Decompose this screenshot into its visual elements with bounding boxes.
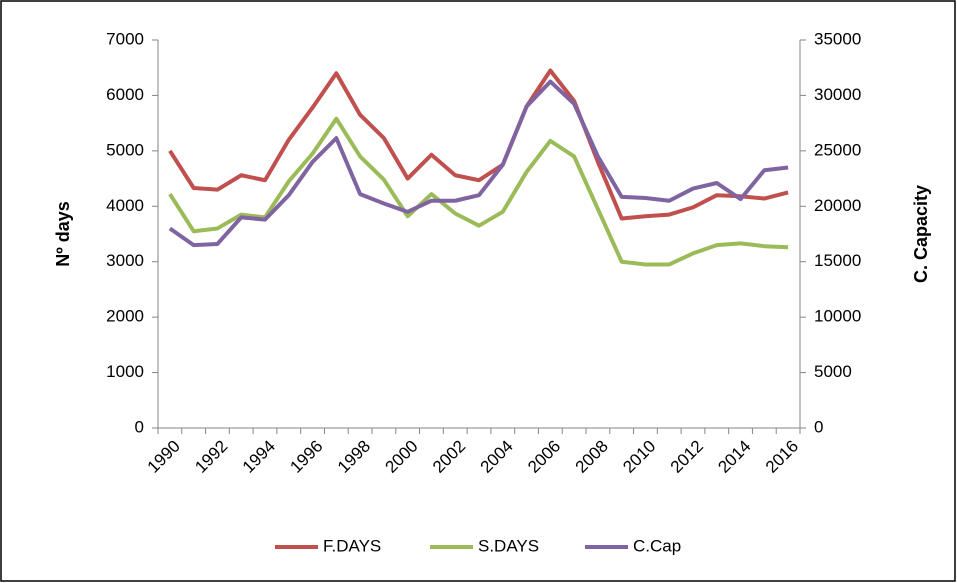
y2-tick-label: 20000 bbox=[814, 196, 861, 215]
y-tick-label: 1000 bbox=[106, 362, 144, 381]
y-tick-label: 2000 bbox=[106, 307, 144, 326]
y2-tick-label: 30000 bbox=[814, 85, 861, 104]
series-line bbox=[168, 68, 789, 221]
y-tick-label: 5000 bbox=[106, 140, 144, 159]
legend-label: S.DAYS bbox=[478, 536, 539, 555]
y-axis-title: Nº days bbox=[53, 201, 73, 267]
y-tick-label: 7000 bbox=[106, 29, 144, 48]
y2-tick-label: 15000 bbox=[814, 251, 861, 270]
y2-tick-label: 10000 bbox=[814, 307, 861, 326]
series-line bbox=[168, 79, 789, 248]
legend-label: F.DAYS bbox=[323, 536, 381, 555]
y-tick-label: 3000 bbox=[106, 251, 144, 270]
y2-tick-label: 0 bbox=[814, 417, 823, 436]
y-tick-label: 6000 bbox=[106, 85, 144, 104]
series-line bbox=[168, 116, 789, 267]
y2-tick-label: 25000 bbox=[814, 140, 861, 159]
y-tick-label: 0 bbox=[135, 417, 144, 436]
y2-tick-label: 35000 bbox=[814, 29, 861, 48]
legend-label: C.Cap bbox=[633, 536, 681, 555]
y2-axis-title: C. Capacity bbox=[911, 185, 931, 283]
y-tick-label: 4000 bbox=[106, 196, 144, 215]
y2-tick-label: 5000 bbox=[814, 362, 852, 381]
